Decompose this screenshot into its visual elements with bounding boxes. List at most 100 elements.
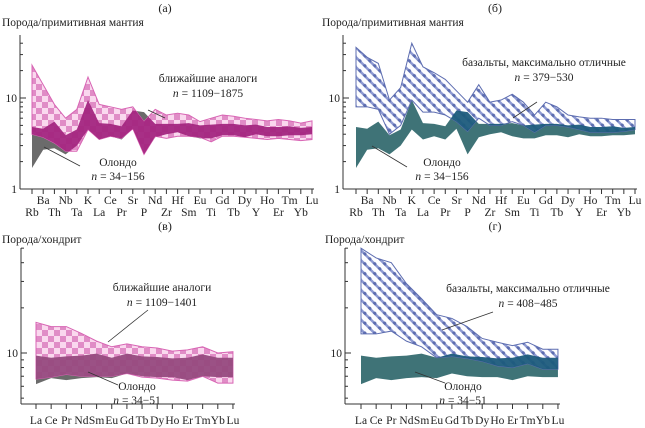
n-value: = 34−156 — [424, 171, 469, 183]
x-tick-label: Ti — [206, 207, 216, 219]
y-tick-label: 10 — [331, 348, 343, 360]
n-value: = 34−51 — [122, 395, 161, 407]
comparison-leader-line — [441, 311, 494, 331]
x-tick-label: Rb — [349, 207, 363, 219]
n-value: = 34−156 — [100, 171, 145, 183]
x-tick-label: Sm — [414, 415, 429, 427]
y-tick-label: 1 — [11, 184, 17, 196]
n-value: = 34−51 — [448, 395, 487, 407]
x-tick-label: Eu — [105, 415, 118, 427]
panel-label: (б) — [488, 1, 502, 15]
x-tick-label: Ba — [361, 195, 374, 207]
x-tick-label: Dy — [150, 415, 164, 427]
olondo-label: Олондо — [423, 157, 461, 169]
y-axis-title: Порода/хондрит — [325, 234, 404, 246]
olondo-band — [356, 100, 635, 169]
olondo-label: Олондо — [444, 381, 482, 393]
x-tick-label: Th — [372, 207, 385, 219]
x-tick-label: Zr — [484, 207, 495, 219]
y-axis-title: Порода/примитивная мантия — [322, 17, 465, 29]
x-tick-label: Y — [252, 207, 261, 219]
x-tick-label: Lu — [629, 195, 642, 207]
x-tick-label: Sr — [128, 195, 138, 207]
x-tick-label: Sm — [505, 207, 520, 219]
x-tick-label: Ce — [45, 415, 58, 427]
panel-3: (г) Порода/хондрит 10 La Ce Pr Nd Sm Eu Gd Tb Dy Ho E… — [325, 219, 610, 427]
olondo-label: Олондо — [118, 381, 156, 393]
comparison-label: ближайшие аналоги — [159, 73, 257, 85]
panel-0: (а)Порода/примитивная мантия110RbBaThNbT… — [2, 1, 319, 219]
olondo-n-label: n = 34−51 — [113, 395, 161, 407]
n-value: = 1109−1401 — [136, 297, 198, 309]
comparison-leader-line — [107, 309, 149, 343]
n-symbol: n — [91, 171, 97, 183]
x-tick-label: Gd — [539, 195, 553, 207]
x-tick-label: Tm — [282, 195, 298, 207]
x-tick-label: Tb — [227, 207, 240, 219]
x-tick-label: Y — [575, 207, 584, 219]
comparison-n-label: n = 408−485 — [498, 298, 557, 310]
y-tick-label: 10 — [329, 93, 341, 105]
olondo-n-label: n = 34−156 — [91, 171, 145, 183]
x-tick-label: Nb — [59, 195, 73, 207]
y-tick-label: 10 — [7, 348, 19, 360]
x-tick-label: Hf — [172, 195, 184, 207]
x-tick-label: Ce — [104, 195, 117, 207]
x-tick-label: Ti — [530, 207, 540, 219]
x-tick-label: Yb — [617, 207, 631, 219]
x-tick-label: Er — [182, 415, 193, 427]
n-value: = 408−485 — [507, 298, 558, 310]
x-tick-label: Yb — [211, 415, 225, 427]
x-tick-label: Tm — [605, 195, 621, 207]
comparison-n-label: n = 1109−1401 — [127, 297, 197, 309]
n-symbol: n — [113, 395, 119, 407]
x-tick-label: Lu — [306, 195, 319, 207]
panel-label: (г) — [489, 219, 502, 233]
x-tick-label: Tb — [136, 415, 149, 427]
x-tick-label: Eu — [517, 195, 530, 207]
comparison-label: ближайшие аналоги — [113, 282, 211, 294]
olondo-leader-line — [414, 371, 446, 384]
x-tick-label: Ho — [490, 415, 504, 427]
panel-label: (в) — [158, 219, 172, 233]
n-symbol: n — [173, 88, 179, 100]
x-tick-label: Eu — [430, 415, 443, 427]
panel-2: (в) Порода/хондрит 10 La Ce Pr Nd Sm Eu Gd Tb Dy Ho E… — [2, 219, 240, 427]
n-symbol: n — [439, 395, 445, 407]
x-tick-label: P — [464, 207, 470, 219]
x-tick-label: P — [141, 207, 147, 219]
x-tick-label: Tm — [520, 415, 536, 427]
x-tick-label: Ba — [37, 195, 50, 207]
x-tick-label: Er — [273, 207, 284, 219]
x-tick-label: Tb — [461, 415, 474, 427]
x-tick-label: Ho — [260, 195, 274, 207]
x-tick-label: Er — [507, 415, 518, 427]
x-tick-label: Rb — [25, 207, 39, 219]
x-tick-label: Ta — [395, 207, 406, 219]
x-tick-label: Nd — [148, 195, 162, 207]
n-value: = 1109−1875 — [182, 88, 244, 100]
x-tick-label: Hf — [495, 195, 507, 207]
x-tick-label: Yb — [294, 207, 308, 219]
olondo-leader-line — [87, 371, 119, 386]
x-tick-label: La — [417, 207, 429, 219]
overlap-band — [32, 100, 312, 155]
comparison-label: базальты, максимально отличные — [446, 283, 610, 295]
x-tick-label: Ce — [428, 195, 441, 207]
x-tick-label: Tm — [195, 415, 211, 427]
olondo-leader-line — [371, 145, 408, 168]
comparison-leader-line — [512, 101, 538, 119]
x-tick-label: Nb — [382, 195, 396, 207]
x-tick-label: Lu — [227, 415, 240, 427]
x-tick-label: Pr — [61, 415, 71, 427]
n-value: = 379−530 — [523, 72, 574, 84]
olondo-leader-line — [43, 146, 81, 167]
olondo-label: Олондо — [99, 157, 137, 169]
x-tick-label: Sr — [451, 195, 461, 207]
olondo-n-label: n = 34−51 — [439, 395, 487, 407]
comparison-n-label: n = 1109−1875 — [173, 88, 243, 100]
x-tick-label: Gd — [120, 415, 134, 427]
x-tick-label: Pr — [440, 207, 450, 219]
panel-label: (а) — [158, 1, 171, 15]
